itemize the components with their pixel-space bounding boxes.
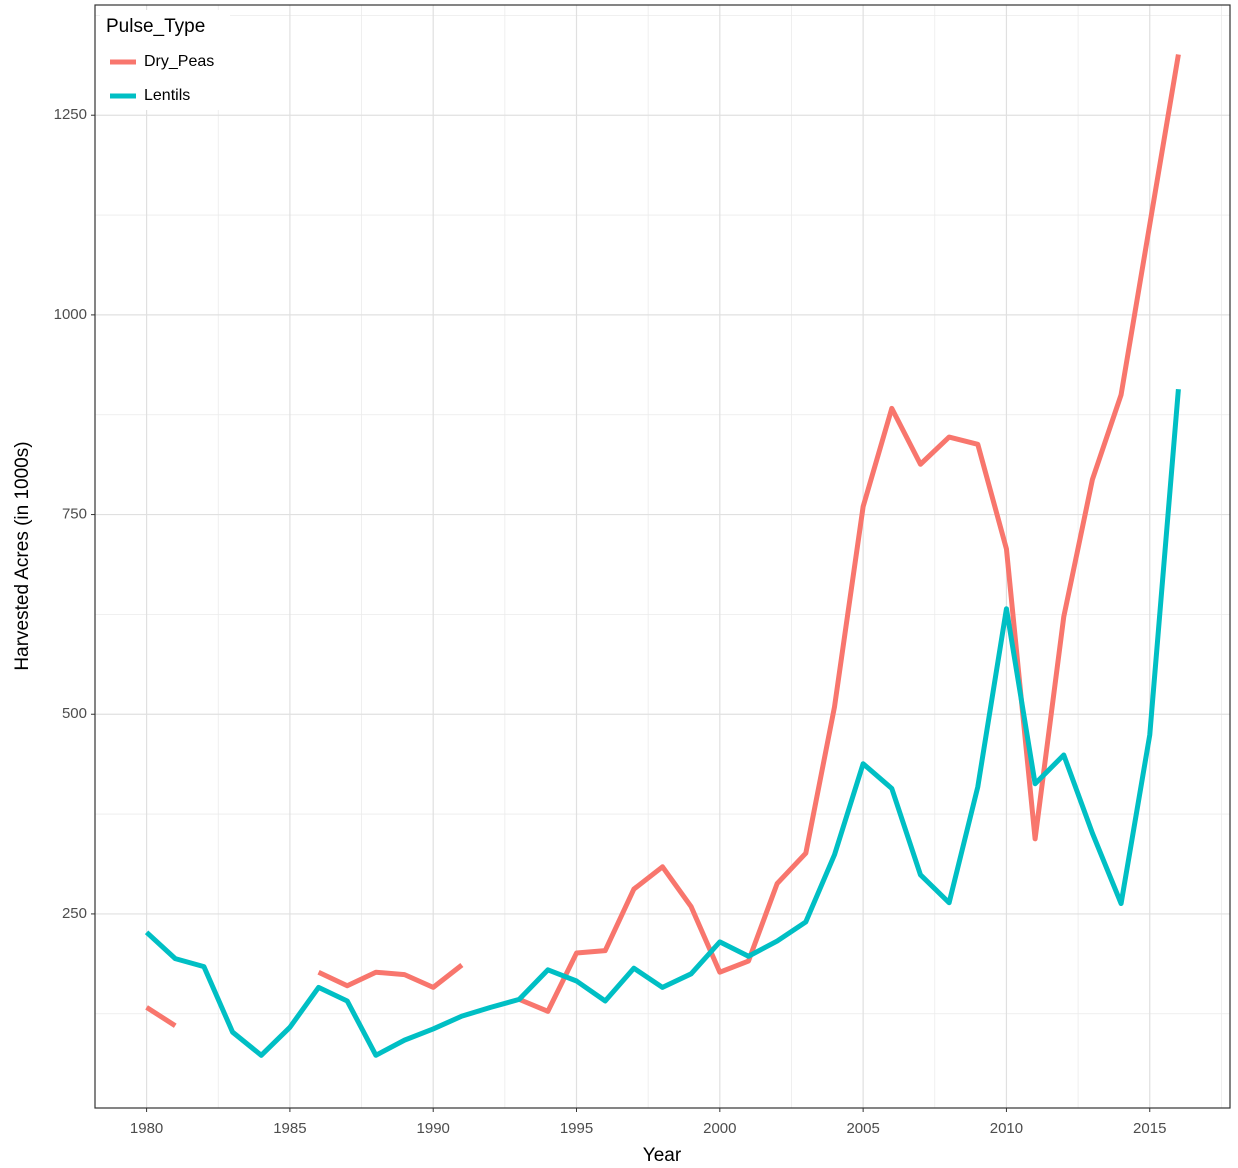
panel-border [94,4,1231,1109]
x-tick-label: 1980 [130,1120,163,1137]
x-axis-title: Year [643,1145,682,1166]
panel-background [95,5,1230,1108]
x-tick-label: 2005 [846,1120,879,1137]
legend-label: Lentils [144,87,190,104]
y-tick-label: 1000 [54,306,87,323]
y-axis-title: Harvested Acres (in 1000s) [12,441,33,670]
x-tick-label: 1995 [560,1120,593,1137]
y-tick-label: 500 [62,705,87,722]
lines [144,54,1181,1058]
x-tick-label: 2015 [1133,1120,1166,1137]
y-tick-label: 250 [62,905,87,922]
y-tick-label: 1250 [54,106,87,123]
legend-label: Dry_Peas [144,53,214,70]
series-line [145,54,1181,1028]
legend-title: Pulse_Type [106,16,205,37]
x-tick-label: 2000 [703,1120,736,1137]
grid [95,5,1230,1108]
x-tick-label: 1990 [417,1120,450,1137]
series-line [144,388,1181,1058]
y-tick-label: 750 [62,506,87,523]
x-tick-label: 1985 [273,1120,306,1137]
x-tick-label: 2010 [990,1120,1023,1137]
